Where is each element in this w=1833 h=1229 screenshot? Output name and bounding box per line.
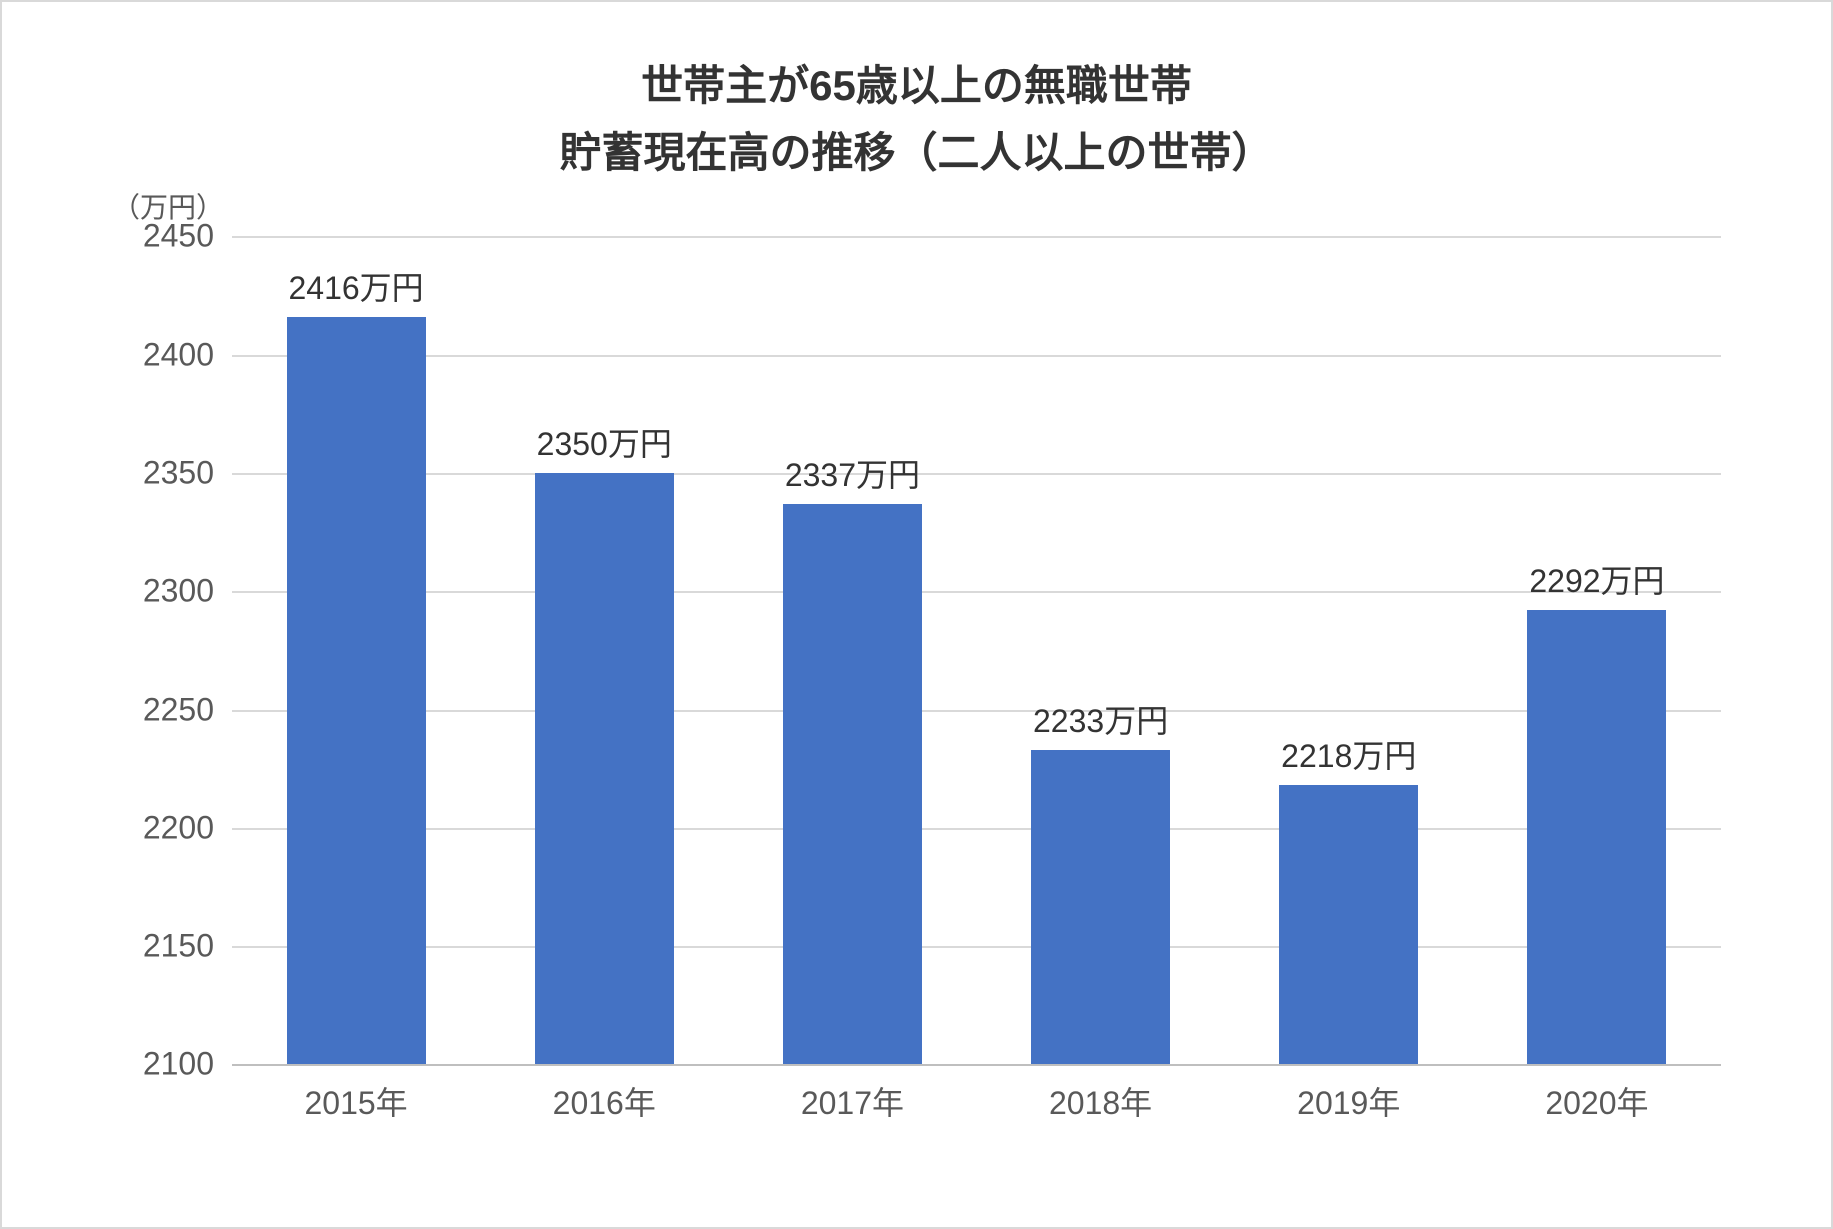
- bar: [1527, 610, 1666, 1064]
- bar-value-label: 2350万円: [537, 419, 672, 465]
- bar-value-label: 2337万円: [785, 450, 920, 496]
- plot-wrap: （万円） 21002150220022502300235024002450 24…: [62, 206, 1771, 1136]
- bar-slot: 2416万円2015年: [232, 236, 480, 1064]
- bar-value-label: 2233万円: [1033, 696, 1168, 742]
- bar-value-label: 2218万円: [1281, 731, 1416, 777]
- y-tick-label: 2150: [143, 928, 232, 965]
- x-tick-label: 2017年: [801, 1064, 904, 1124]
- bars-container: 2416万円2015年2350万円2016年2337万円2017年2233万円2…: [232, 236, 1721, 1064]
- x-tick-label: 2018年: [1049, 1064, 1152, 1124]
- bar: [1279, 785, 1418, 1064]
- bar: [783, 504, 922, 1065]
- bar-slot: 2218万円2019年: [1225, 236, 1473, 1064]
- y-tick-label: 2100: [143, 1046, 232, 1083]
- bar: [1031, 750, 1170, 1065]
- bar-value-label: 2292万円: [1529, 556, 1664, 602]
- y-tick-label: 2300: [143, 573, 232, 610]
- bar-value-label: 2416万円: [288, 263, 423, 309]
- bar: [287, 317, 426, 1065]
- bar-slot: 2337万円2017年: [728, 236, 976, 1064]
- chart-title-line1: 世帯主が65歳以上の無職世帯: [62, 52, 1771, 119]
- chart-frame: 世帯主が65歳以上の無職世帯 貯蓄現在高の推移（二人以上の世帯） （万円） 21…: [0, 0, 1833, 1229]
- y-tick-label: 2250: [143, 691, 232, 728]
- y-tick-label: 2400: [143, 336, 232, 373]
- x-tick-label: 2019年: [1297, 1064, 1400, 1124]
- bar-slot: 2292万円2020年: [1473, 236, 1721, 1064]
- y-tick-label: 2200: [143, 809, 232, 846]
- y-tick-label: 2350: [143, 454, 232, 491]
- bar-slot: 2233万円2018年: [977, 236, 1225, 1064]
- chart-titles: 世帯主が65歳以上の無職世帯 貯蓄現在高の推移（二人以上の世帯）: [62, 52, 1771, 186]
- plot-area: 21002150220022502300235024002450 2416万円2…: [232, 236, 1721, 1066]
- x-tick-label: 2020年: [1545, 1064, 1648, 1124]
- chart-title-line2: 貯蓄現在高の推移（二人以上の世帯）: [62, 119, 1771, 186]
- x-tick-label: 2015年: [304, 1064, 407, 1124]
- bar-slot: 2350万円2016年: [480, 236, 728, 1064]
- bar: [535, 473, 674, 1064]
- x-tick-label: 2016年: [553, 1064, 656, 1124]
- y-tick-label: 2450: [143, 218, 232, 255]
